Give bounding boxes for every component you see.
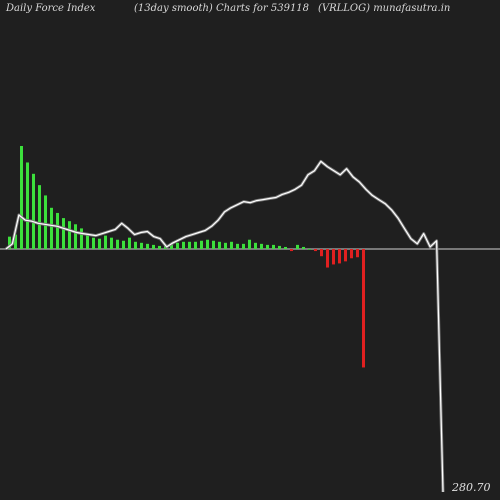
- force-bar: [158, 245, 161, 249]
- force-bar: [32, 173, 35, 249]
- chart-title-right: (VRLLOG) munafasutra.in: [318, 3, 451, 14]
- force-bar: [356, 249, 359, 258]
- force-bar: [26, 162, 29, 249]
- force-bar: [332, 249, 335, 265]
- force-bar: [170, 243, 173, 249]
- force-bar: [290, 249, 293, 252]
- force-bar: [338, 249, 341, 264]
- force-bar: [92, 237, 95, 249]
- force-bar: [38, 185, 41, 249]
- force-bar: [284, 246, 287, 249]
- force-bar: [260, 243, 263, 249]
- force-bar: [296, 244, 299, 249]
- force-bar: [230, 241, 233, 249]
- force-bar: [266, 244, 269, 249]
- force-bar: [320, 249, 323, 257]
- force-bar: [242, 243, 245, 249]
- force-bar: [56, 212, 59, 249]
- force-line-outline: [5, 159, 445, 493]
- force-bar: [74, 224, 77, 249]
- force-bar: [134, 241, 137, 249]
- force-bar: [110, 237, 113, 249]
- force-bar: [146, 243, 149, 249]
- last-value-label: 280.70: [452, 481, 491, 494]
- force-bar: [314, 249, 317, 252]
- force-bar: [212, 240, 215, 249]
- chart-title-left: Daily Force Index: [6, 3, 96, 14]
- force-bar: [128, 237, 131, 249]
- force-bar: [104, 235, 107, 249]
- force-bar: [200, 240, 203, 249]
- force-bar: [44, 195, 47, 249]
- force-bar: [278, 245, 281, 249]
- force-bar: [80, 228, 83, 249]
- force-bar: [302, 246, 305, 249]
- force-line: [5, 160, 444, 493]
- force-bar: [68, 221, 71, 249]
- force-bar: [50, 207, 53, 249]
- force-bar: [272, 244, 275, 249]
- force-bar: [116, 239, 119, 249]
- force-bar: [218, 241, 221, 249]
- force-bar: [98, 238, 101, 249]
- force-bar: [140, 242, 143, 249]
- force-bar: [152, 244, 155, 249]
- force-bar: [176, 242, 179, 249]
- force-bar: [236, 243, 239, 249]
- force-bar: [326, 249, 329, 268]
- force-bar: [188, 241, 191, 249]
- force-bar: [248, 239, 251, 249]
- force-bar: [362, 249, 365, 368]
- force-bar: [14, 234, 17, 249]
- force-bar: [350, 249, 353, 259]
- force-bar: [308, 249, 311, 250]
- force-bar: [344, 249, 347, 262]
- force-bar: [224, 242, 227, 249]
- force-bar: [182, 241, 185, 249]
- force-bar: [206, 239, 209, 249]
- force-bar: [194, 241, 197, 249]
- force-bar: [122, 240, 125, 249]
- force-bar: [8, 236, 11, 249]
- force-bar: [62, 218, 65, 249]
- chart-title-center: (13day smooth) Charts for 539118: [134, 3, 310, 14]
- force-bar: [86, 233, 89, 249]
- force-bar: [254, 242, 257, 249]
- force-bar: [20, 146, 23, 249]
